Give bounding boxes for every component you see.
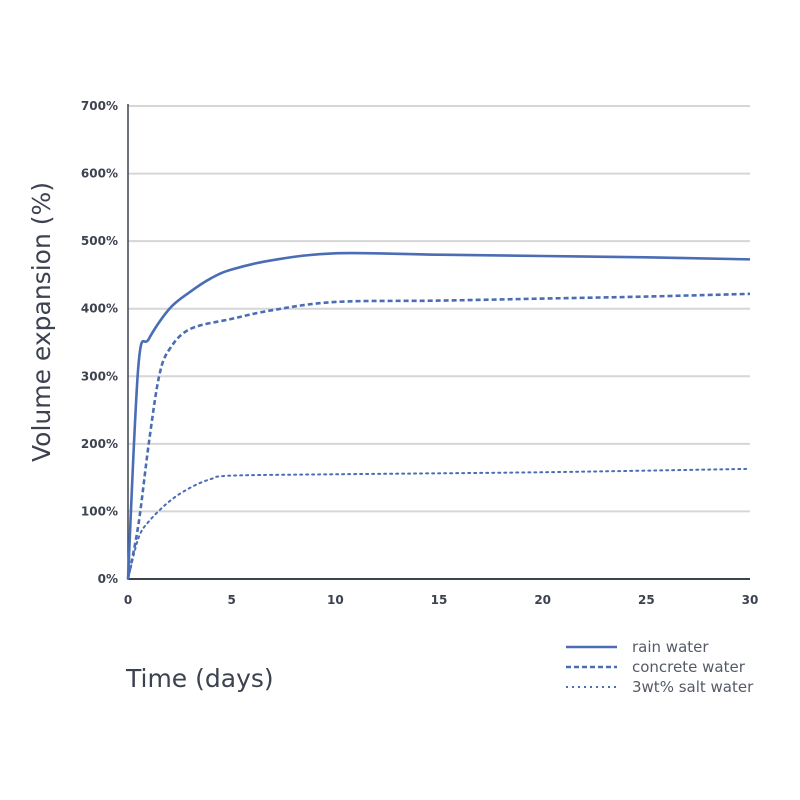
- y-tick-label: 600%: [81, 167, 118, 181]
- y-tick-label: 700%: [81, 99, 118, 113]
- gridlines: [128, 105, 750, 513]
- legend-label: 3wt% salt water: [632, 678, 754, 696]
- legend-label: rain water: [632, 638, 709, 656]
- x-axis-label: Time (days): [125, 664, 274, 693]
- legend-label: concrete water: [632, 658, 746, 676]
- series-line-0: [126, 251, 751, 580]
- x-tick-label: 20: [534, 593, 551, 607]
- x-tick-label: 0: [124, 593, 132, 607]
- y-tick-label: 200%: [81, 437, 118, 451]
- x-tick-label: 5: [227, 593, 235, 607]
- series-line-1: [126, 292, 751, 580]
- x-tick-label: 25: [638, 593, 655, 607]
- series-lines: [126, 251, 751, 580]
- x-tick-label: 30: [742, 593, 759, 607]
- y-tick-label: 100%: [81, 504, 118, 518]
- x-tick-label: 10: [327, 593, 344, 607]
- y-tick-label: 400%: [81, 302, 118, 316]
- legend: rain water concrete water 3wt% salt water: [566, 638, 754, 696]
- y-tick-label: 500%: [81, 234, 118, 248]
- y-axis-label: Volume expansion (%): [27, 182, 56, 462]
- y-tick-label: 0%: [98, 572, 118, 586]
- y-tick-label: 300%: [81, 369, 118, 383]
- series-line-2: [127, 467, 751, 580]
- x-tick-labels: 0 5 10 15 20 25 30: [124, 593, 759, 607]
- x-tick-label: 15: [431, 593, 448, 607]
- y-tick-labels: 0% 100% 200% 300% 400% 500% 600% 700%: [81, 99, 118, 586]
